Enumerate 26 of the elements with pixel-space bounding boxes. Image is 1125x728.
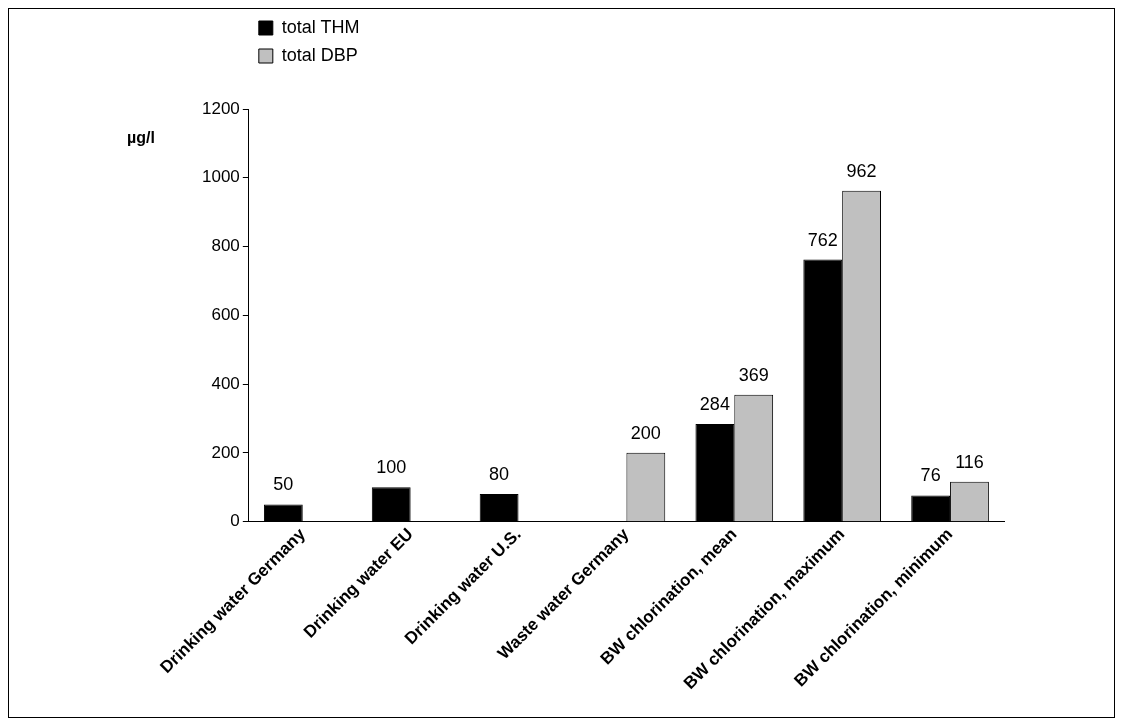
data-label: 50 [273,474,294,495]
data-label: 962 [846,160,877,181]
y-axis-title: µg/l [127,129,155,147]
bar [695,423,735,522]
data-label: 762 [807,229,838,250]
legend-label: total DBP [281,44,358,65]
y-tick-label: 400 [211,373,240,393]
bar [263,504,303,522]
data-label: 100 [376,457,407,478]
bar [803,259,843,522]
legend-label: total THM [281,16,360,37]
y-tick-label: 800 [211,236,240,256]
data-label: 116 [955,451,984,472]
bar [479,494,519,522]
y-tick-label: 600 [211,305,240,324]
data-label: 284 [699,393,730,414]
data-label: 200 [630,422,661,443]
data-label: 76 [920,465,941,486]
y-tick-label: 0 [230,511,240,531]
y-tick-label: 200 [211,442,240,462]
y-tick-label: 1000 [201,167,240,187]
y-tick-label: 1200 [201,98,240,118]
bar [371,487,411,522]
data-label: 80 [489,464,510,485]
data-label: 369 [738,364,769,385]
bar [911,495,951,522]
